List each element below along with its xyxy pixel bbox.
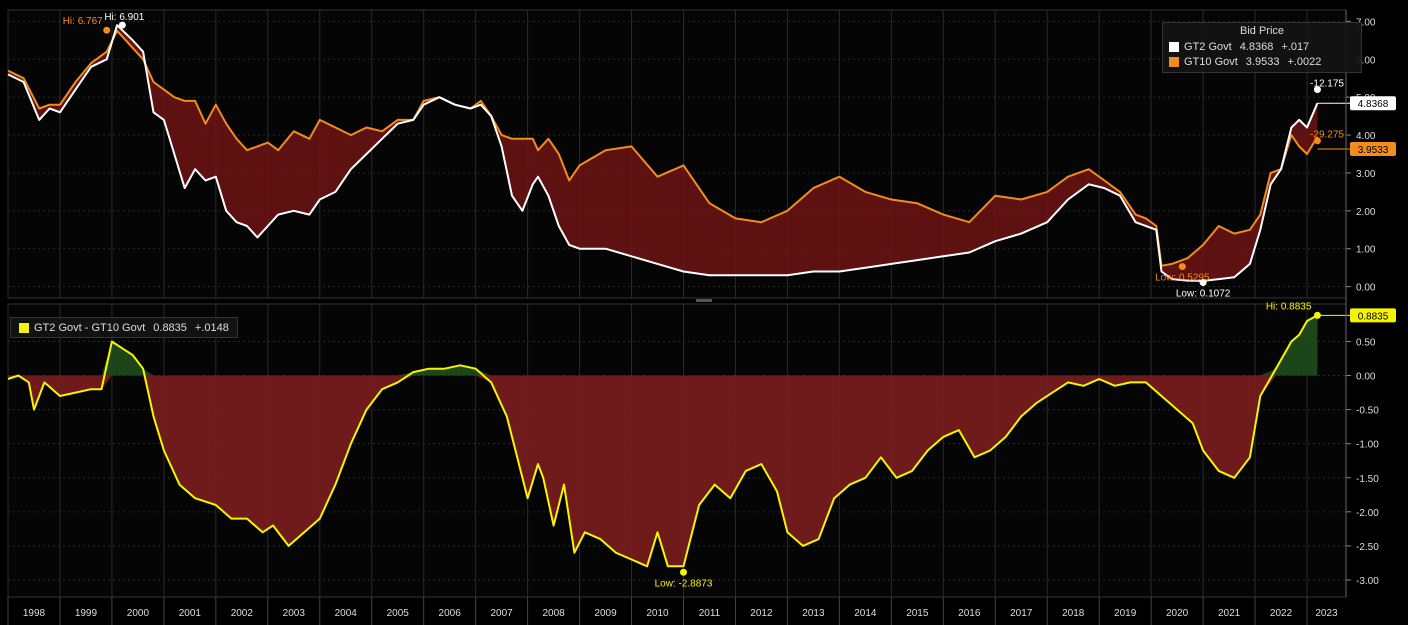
legend-last: 3.9533 [1245, 55, 1280, 68]
x-tick-label: 2007 [491, 608, 514, 619]
x-tick-label: 2014 [854, 608, 877, 619]
x-tick-label: 2008 [542, 608, 565, 619]
y-tick-label: 4.00 [1356, 131, 1376, 142]
series-line-gt10 [7, 29, 1319, 267]
annotation-marker [1199, 279, 1207, 287]
annotation-label: -29.275 [1310, 130, 1344, 141]
legend-last: 4.8368 [1239, 40, 1274, 53]
annotation-label: Hi: 6.901 [104, 12, 144, 23]
last-value-tag-spread-box [1350, 308, 1396, 323]
x-tick-label: 2004 [335, 608, 358, 619]
y-tick-label: -1.50 [1356, 474, 1379, 485]
y-tick-label: 0.00 [1356, 283, 1376, 294]
x-tick-label: 2017 [1010, 608, 1033, 619]
x-tick-label: 2003 [283, 608, 306, 619]
annotation-label: Hi: 0.8835 [1266, 301, 1312, 312]
y-tick-label: -2.00 [1356, 508, 1379, 519]
x-tick-label: 2005 [387, 608, 410, 619]
series-line-spread [7, 314, 1318, 568]
x-tick-label: 2002 [231, 608, 254, 619]
last-value-tag-gt10-value: 3.9533 [1358, 145, 1389, 156]
y-tick-label: 6.00 [1356, 55, 1376, 66]
y-tick-label: -1.00 [1356, 440, 1379, 451]
x-tick-label: 2019 [1114, 608, 1137, 619]
annotation-label: Low: -2.8873 [655, 578, 713, 589]
annotation-label: Low: 0.1072 [1176, 289, 1231, 300]
annotation-marker [118, 21, 126, 29]
x-tick-label: 2010 [646, 608, 669, 619]
x-tick-label: 2018 [1062, 608, 1085, 619]
x-tick-label: 2022 [1270, 608, 1293, 619]
legend-swatch-orange [1169, 56, 1179, 67]
positive-spread-fill [8, 315, 1318, 376]
x-tick-label: 2011 [699, 608, 721, 619]
x-tick-label: 2000 [127, 608, 150, 619]
legend-name: GT2 Govt [1184, 40, 1232, 53]
annotation-label: Hi: 6.767 [63, 16, 103, 27]
y-tick-label: 2.00 [1356, 207, 1376, 218]
legend-name: GT2 Govt - GT10 Govt [34, 321, 146, 334]
annotation-marker [103, 26, 111, 34]
legend-swatch-white [1169, 41, 1179, 52]
last-value-tag-gt2-box [1350, 96, 1396, 111]
legend-change: +.0022 [1287, 55, 1322, 68]
y-tick-label: -3.00 [1356, 576, 1379, 587]
annotation-label: Low: 0.5295 [1155, 273, 1210, 284]
legend-swatch-yellow [19, 322, 29, 333]
last-value-tag-spread-value: 0.8835 [1358, 311, 1389, 322]
x-tick-label: 1998 [23, 608, 46, 619]
legend-name: GT10 Govt [1184, 55, 1238, 68]
x-tick-label: 2020 [1166, 608, 1189, 619]
x-tick-label: 2016 [958, 608, 981, 619]
annotation-marker [1313, 86, 1321, 94]
y-tick-label: -0.50 [1356, 406, 1379, 417]
x-tick-label: 2009 [594, 608, 617, 619]
panel-divider-handle [696, 299, 712, 302]
legend-last: 0.8835 [153, 321, 187, 334]
series-line-gt2 [7, 24, 1319, 282]
legend-entry-gt2: GT2 Govt 4.8368 +.017 [1169, 39, 1355, 54]
spread-fill-area [8, 25, 1318, 281]
y-tick-label: 0.50 [1356, 337, 1376, 348]
annotation-marker [679, 568, 687, 576]
top-legend: Bid Price GT2 Govt 4.8368 +.017 GT10 Gov… [1162, 22, 1362, 73]
last-value-tag-gt2-value: 4.8368 [1358, 99, 1389, 110]
y-tick-label: 1.00 [1356, 245, 1376, 256]
y-tick-label: 3.00 [1356, 169, 1376, 180]
x-tick-label: 2021 [1218, 608, 1241, 619]
legend-title: Bid Price [1239, 25, 1285, 37]
annotation-marker [1313, 311, 1321, 319]
x-tick-label: 2023 [1315, 608, 1338, 619]
y-tick-label: 0.00 [1356, 372, 1376, 383]
annotation-marker [1313, 137, 1321, 145]
x-tick-label: 1999 [75, 608, 98, 619]
annotation-marker [1178, 263, 1186, 271]
x-tick-label: 2001 [179, 608, 202, 619]
x-tick-label: 2015 [906, 608, 929, 619]
legend-entry-gt10: GT10 Govt 3.9533 +.0022 [1169, 54, 1355, 69]
legend-entry-spread: GT2 Govt - GT10 Govt 0.8835 +.0148 [19, 320, 229, 335]
bottom-legend: GT2 Govt - GT10 Govt 0.8835 +.0148 [10, 317, 238, 338]
annotation-label: -12.175 [1310, 79, 1344, 90]
x-tick-label: 2006 [439, 608, 462, 619]
legend-change: +.0148 [194, 321, 229, 334]
x-tick-label: 2013 [802, 608, 825, 619]
last-value-tag-gt10-box [1350, 141, 1396, 156]
legend-change: +.017 [1281, 40, 1310, 53]
y-tick-label: -2.50 [1356, 542, 1379, 553]
negative-spread-fill [8, 375, 1318, 567]
y-tick-label: 7.00 [1356, 17, 1376, 28]
x-tick-label: 2012 [750, 608, 773, 619]
